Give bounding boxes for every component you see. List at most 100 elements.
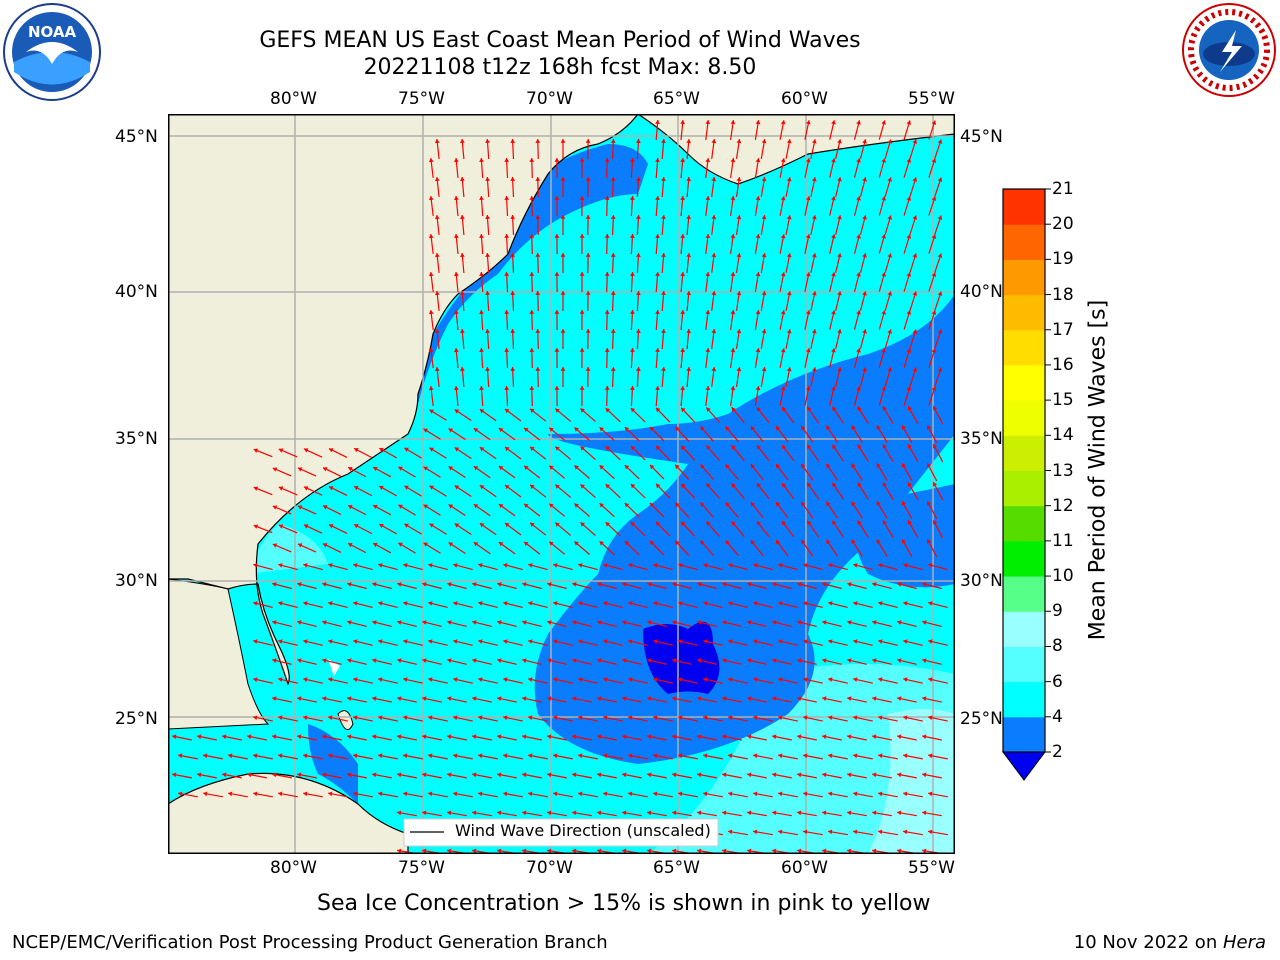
wave-direction-arrowhead: [906, 196, 912, 201]
wave-direction-arrowhead: [680, 386, 685, 391]
wave-direction-arrowhead: [478, 601, 483, 606]
wave-direction-arrowhead: [504, 158, 510, 162]
wave-direction-arrowhead: [906, 234, 912, 239]
wave-direction-arrowhead: [372, 696, 377, 701]
wave-direction-arrowhead: [872, 848, 877, 854]
wave-direction-arrowhead: [429, 447, 434, 452]
wave-direction-arrowhead: [786, 215, 792, 220]
colorbar-tick-label: 18: [1052, 284, 1074, 305]
wave-direction-arrowhead: [803, 677, 808, 682]
wave-direction-arrowhead: [574, 541, 579, 546]
colorbar-segment: [1003, 189, 1045, 225]
wave-direction-arrowhead: [922, 848, 927, 854]
wave-direction-arrowhead: [812, 177, 817, 182]
wave-direction-arrowhead: [485, 291, 490, 295]
wave-direction-arrowhead: [353, 601, 358, 606]
wave-direction-arrowhead: [428, 601, 433, 606]
wave-direction-arrowhead: [653, 563, 658, 568]
wave-direction-arrowhead: [680, 120, 685, 125]
wave-direction-arrowhead: [828, 677, 833, 682]
wave-direction-arrowhead: [906, 120, 912, 125]
wave-direction-arrowhead: [661, 291, 666, 295]
wave-direction-arrowhead: [912, 215, 918, 220]
wave-direction-arrowhead: [705, 120, 711, 125]
wave-direction-arrowhead: [505, 409, 510, 414]
wave-direction-arrowhead: [672, 848, 677, 854]
wave-direction-arrowhead: [329, 486, 334, 491]
wave-direction-arrowhead: [747, 658, 752, 663]
wave-direction-arrowhead: [629, 386, 635, 390]
wave-direction-arrowhead: [772, 810, 777, 816]
wave-direction-arrowhead: [853, 601, 858, 606]
wave-direction-arrowhead: [454, 447, 460, 452]
wave-direction-arrowhead: [686, 215, 691, 220]
wave-direction-arrowhead: [585, 139, 591, 143]
wave-direction-arrowhead: [761, 253, 767, 258]
wave-direction-arrowhead: [672, 734, 677, 740]
wave-direction-arrowhead: [579, 348, 585, 352]
wave-direction-arrowhead: [535, 291, 541, 295]
wave-direction-arrowhead: [653, 753, 658, 759]
wave-direction-arrowhead: [906, 348, 912, 353]
wave-direction-arrowhead: [786, 139, 792, 144]
wave-direction-arrowhead: [780, 120, 786, 125]
wave-direction-arrowhead: [378, 791, 383, 797]
wave-direction-arrowhead: [629, 234, 635, 238]
wave-direction-arrowhead: [448, 542, 454, 547]
wave-direction-arrowhead: [937, 329, 943, 334]
wave-direction-arrowhead: [803, 715, 808, 721]
wave-direction-arrowhead: [423, 466, 428, 471]
wave-direction-arrowhead: [303, 563, 308, 568]
wave-direction-arrowhead: [832, 520, 837, 526]
wave-direction-arrowhead: [372, 772, 377, 778]
wave-direction-arrowhead: [529, 348, 535, 352]
wave-direction-arrowhead: [578, 601, 583, 606]
wave-direction-arrowhead: [454, 523, 460, 528]
wave-direction-arrowhead: [253, 486, 259, 491]
wave-direction-arrowhead: [655, 196, 660, 200]
wave-direction-arrowhead: [912, 329, 918, 334]
wave-direction-arrowhead: [178, 753, 183, 759]
wave-direction-arrowhead: [549, 541, 554, 546]
ocean-2-4: [854, 484, 955, 588]
wave-direction-arrowhead: [812, 291, 817, 296]
wave-direction-arrowhead: [847, 810, 852, 816]
wave-direction-arrowhead: [650, 540, 655, 546]
wave-direction-arrowhead: [353, 753, 358, 759]
wave-direction-arrowhead: [585, 215, 591, 219]
wave-direction-arrowhead: [705, 196, 711, 201]
wave-direction-arrowhead: [832, 406, 837, 412]
wave-direction-arrowhead: [629, 196, 635, 200]
wave-direction-arrowhead: [851, 539, 856, 545]
wave-direction-arrowhead: [755, 234, 761, 239]
colorbar-tick-label: 8: [1052, 636, 1063, 657]
wave-direction-arrowhead: [851, 501, 856, 507]
wave-direction-arrowhead: [503, 753, 508, 759]
wave-direction-arrowhead: [803, 563, 808, 568]
lon-label-bottom: 60°W: [781, 858, 828, 878]
wave-direction-arrowhead: [578, 563, 583, 568]
lat-label-left: 40°N: [115, 282, 158, 302]
wave-direction-arrowhead: [897, 772, 902, 778]
wave-direction-arrowhead: [624, 427, 630, 432]
wave-direction-arrowhead: [832, 482, 837, 488]
wave-direction-arrowhead: [805, 310, 811, 315]
wave-direction-arrowhead: [922, 810, 927, 816]
wave-direction-arrowhead: [878, 639, 883, 644]
wave-direction-arrowhead: [731, 445, 736, 450]
wave-direction-arrowhead: [653, 791, 658, 797]
wave-direction-arrowhead: [862, 291, 867, 296]
wave-direction-arrowhead: [897, 658, 902, 663]
wave-direction-arrowhead: [578, 791, 583, 797]
wave-direction-arrowhead: [353, 791, 358, 797]
wave-direction-arrowhead: [253, 715, 258, 721]
wave-direction-arrowhead: [897, 582, 902, 587]
wave-direction-arrowhead: [504, 386, 510, 390]
wave-direction-arrowhead: [797, 582, 802, 587]
wave-direction-arrowhead: [454, 310, 459, 315]
wave-direction-arrowhead: [297, 582, 302, 587]
lon-label-bottom: 80°W: [270, 858, 317, 878]
wave-direction-arrowhead: [906, 386, 912, 391]
wave-direction-arrowhead: [553, 753, 558, 759]
wave-direction-arrowhead: [686, 177, 691, 182]
